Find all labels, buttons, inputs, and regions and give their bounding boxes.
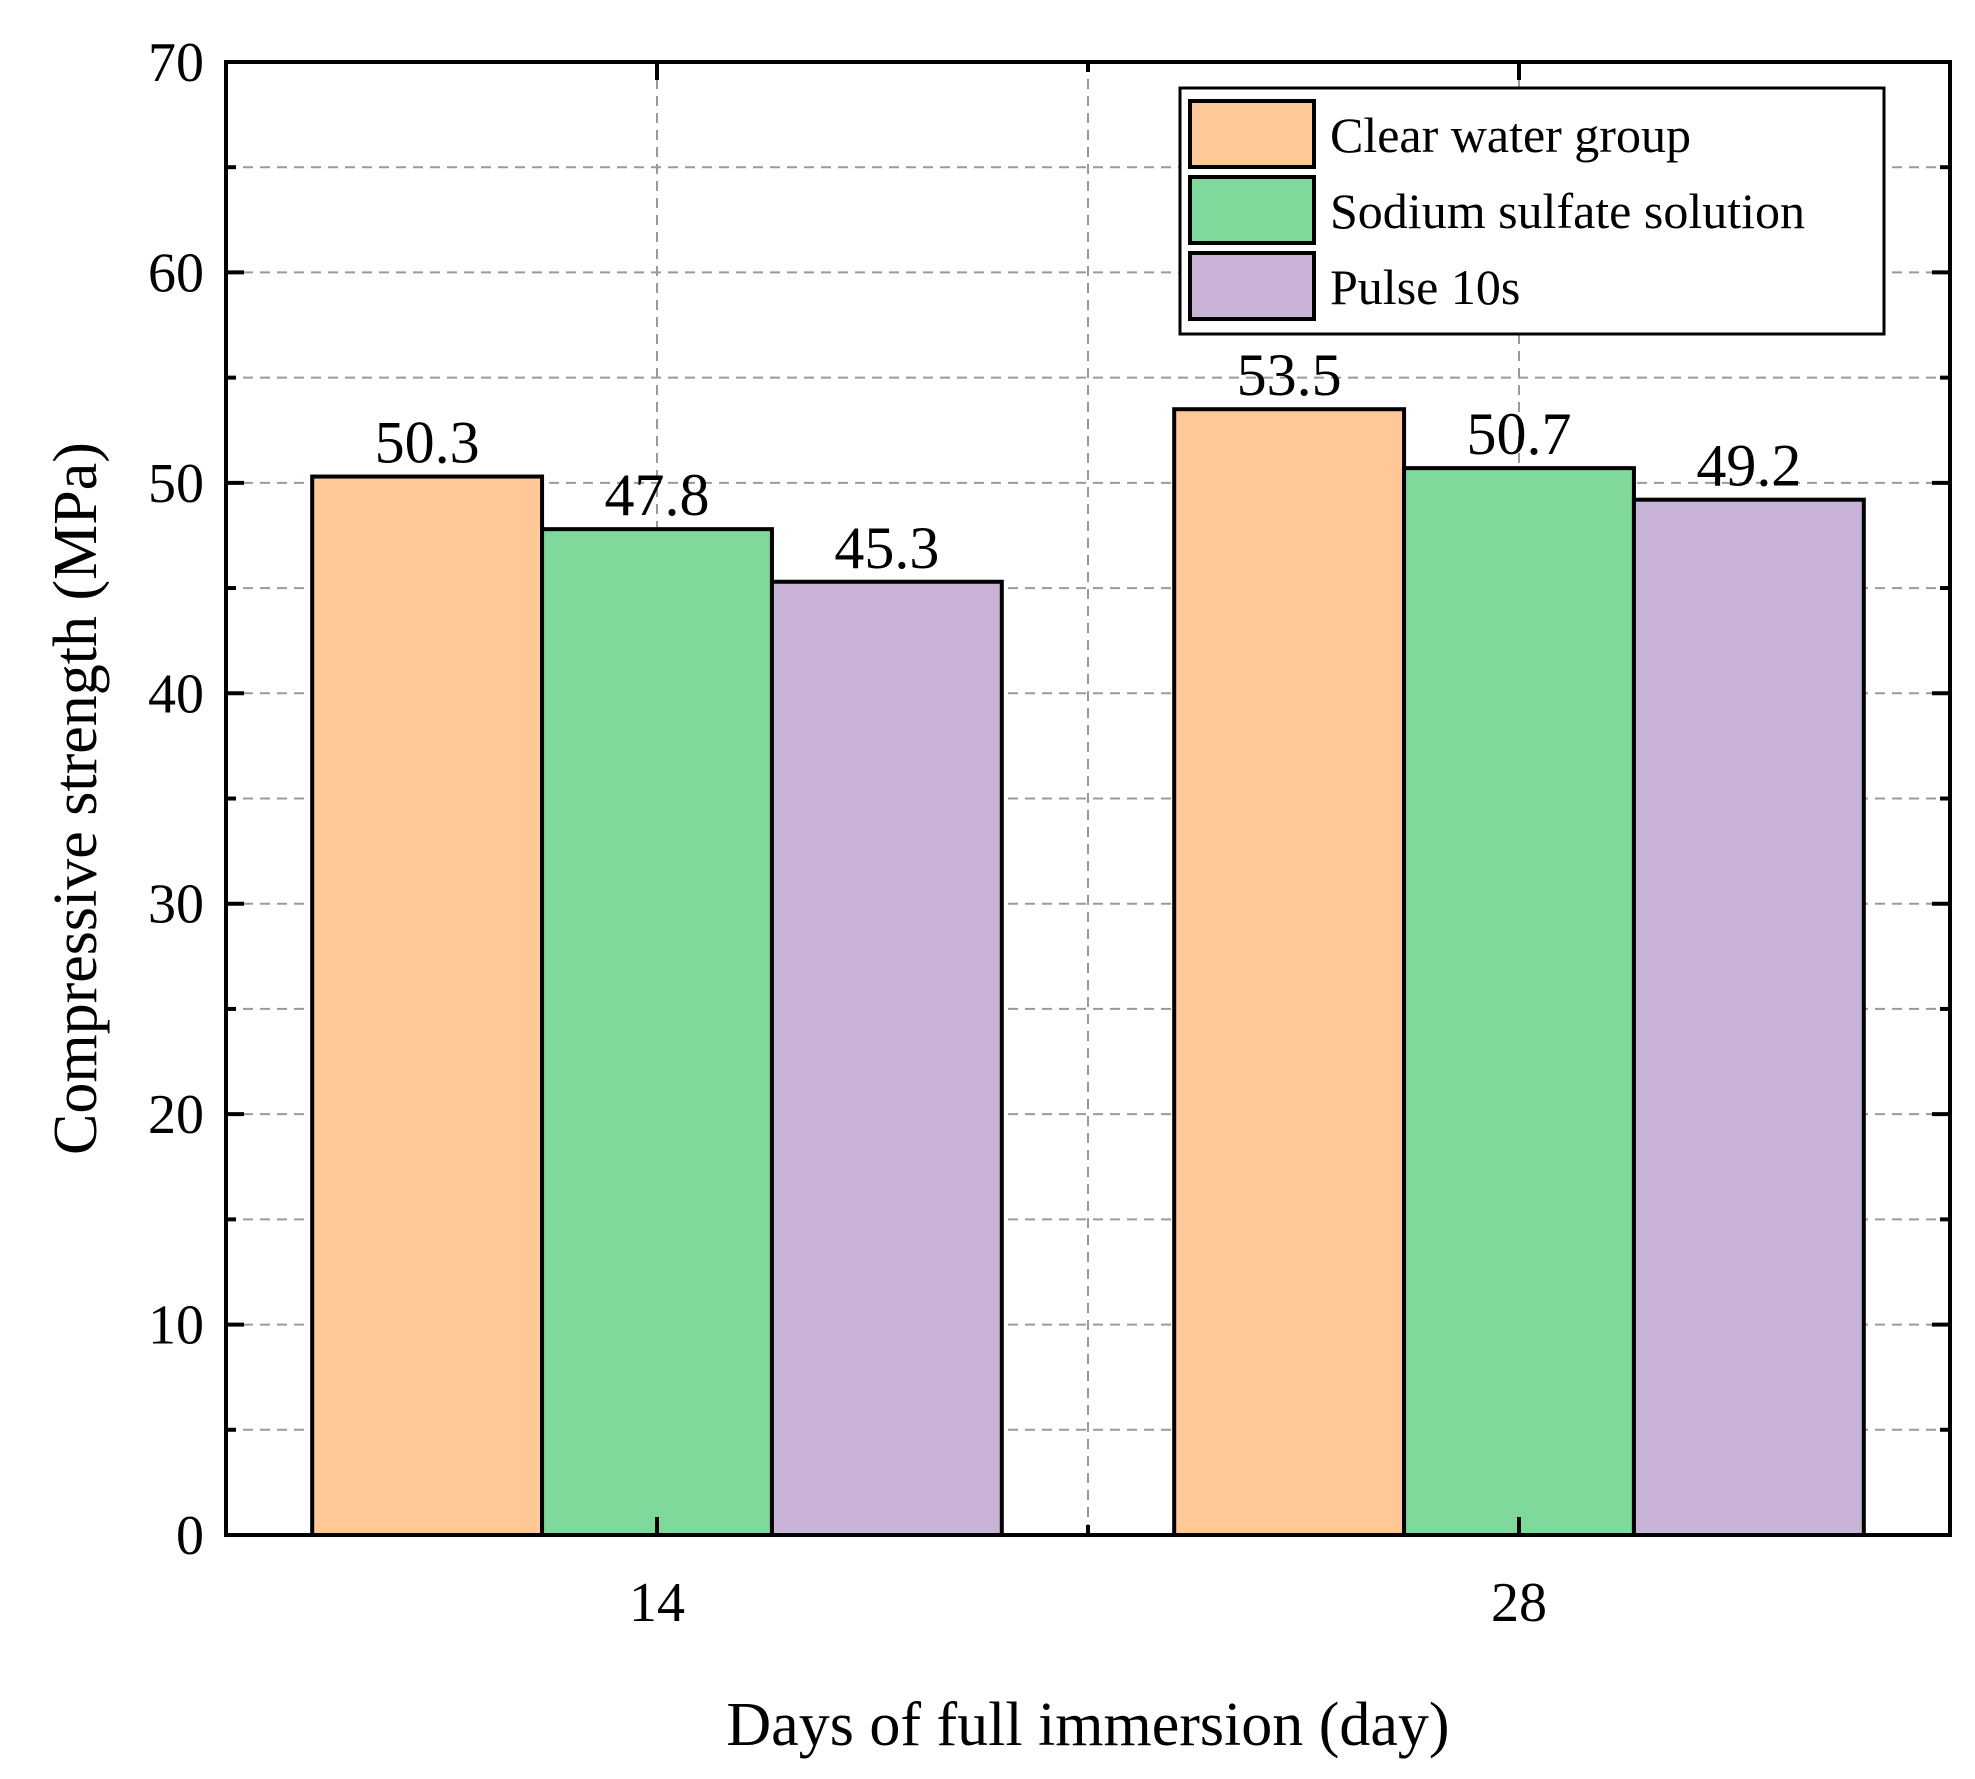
legend-label: Sodium sulfate solution — [1330, 183, 1805, 239]
legend-label: Pulse 10s — [1330, 259, 1520, 315]
data-label: 49.2 — [1696, 433, 1801, 499]
bar-pulse-10s-14 — [769, 579, 1004, 1537]
bar-sodium-sulfate-solution-28 — [1402, 466, 1636, 1537]
data-label: 53.5 — [1237, 342, 1342, 408]
y-tick-label: 20 — [148, 1084, 204, 1146]
y-tick-label: 30 — [148, 874, 204, 936]
x-tick-label: 28 — [1491, 1572, 1547, 1634]
x-axis-title: Days of full immersion (day) — [726, 1691, 1449, 1759]
legend-item: Clear water group — [1188, 99, 1691, 169]
y-tick-labels: 0 10 20 30 40 50 60 70 — [148, 32, 204, 1567]
y-axis-title: Compressive strength (MPa) — [42, 442, 110, 1155]
legend-swatch — [1188, 99, 1316, 169]
legend-label: Clear water group — [1330, 107, 1691, 163]
data-label: 50.7 — [1467, 401, 1572, 467]
data-label: 50.3 — [375, 410, 480, 476]
y-tick-label: 60 — [148, 242, 204, 304]
data-label: 47.8 — [605, 462, 710, 528]
legend-item: Pulse 10s — [1188, 251, 1520, 321]
bars — [310, 407, 1866, 1538]
y-tick-label: 0 — [176, 1505, 204, 1567]
x-tick-labels: 14 28 — [629, 1572, 1547, 1634]
y-tick-label: 50 — [148, 453, 204, 515]
legend-swatch — [1188, 175, 1316, 245]
data-label: 45.3 — [834, 515, 939, 581]
bar-clear-water-group-28 — [1172, 407, 1407, 1537]
axis-ticks — [226, 60, 1950, 1537]
y-tick-label: 70 — [148, 32, 204, 94]
legend: Clear water group Sodium sulfate solution… — [1178, 86, 1886, 336]
legend-swatch — [1188, 251, 1316, 321]
y-tick-label: 40 — [148, 663, 204, 725]
bar-clear-water-group-14 — [310, 474, 545, 1537]
bar-pulse-10s-28 — [1631, 497, 1866, 1538]
bar-sodium-sulfate-solution-14 — [540, 527, 774, 1537]
y-tick-label: 10 — [148, 1295, 204, 1357]
x-tick-label: 14 — [629, 1572, 685, 1634]
legend-item: Sodium sulfate solution — [1188, 175, 1805, 245]
data-labels: 50.3 53.5 47.8 50.7 45.3 49.2 — [375, 342, 1802, 581]
